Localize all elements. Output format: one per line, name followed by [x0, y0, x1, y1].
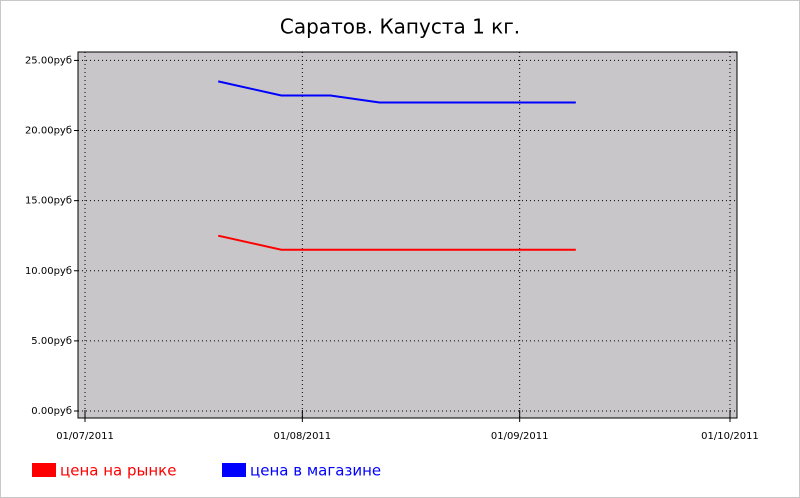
x-tick-label: 01/07/2011 [56, 431, 114, 442]
chart-title: Саратов. Капуста 1 кг. [280, 15, 520, 39]
plot-area [77, 51, 738, 419]
y-tick-label: 25.00руб [25, 55, 72, 66]
y-tick-label: 10.00руб [25, 266, 72, 277]
legend-swatch [32, 463, 56, 477]
series-line [217, 234, 576, 251]
y-tick-label: 5.00руб [31, 336, 72, 347]
y-tick-label: 0.00руб [31, 406, 72, 417]
x-tick-label: 01/09/2011 [491, 431, 549, 442]
legend-label: цена на рынке [60, 462, 176, 480]
y-tick-label: 15.00руб [25, 196, 72, 207]
legend-label: цена в магазине [250, 462, 381, 480]
series-line [217, 80, 576, 104]
x-tick-label: 01/10/2011 [701, 431, 759, 442]
y-tick-label: 20.00руб [25, 126, 72, 137]
legend-swatch [222, 463, 246, 477]
x-tick-label: 01/08/2011 [274, 431, 332, 442]
